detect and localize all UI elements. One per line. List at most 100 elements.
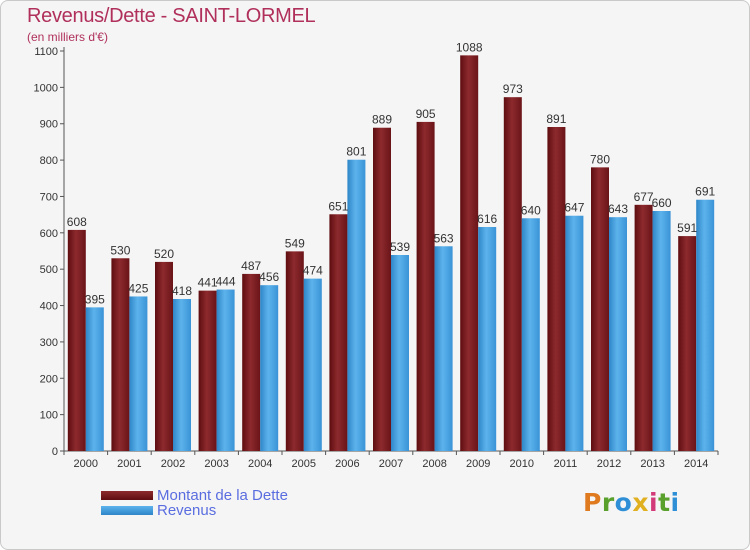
data-label-dette: 608 xyxy=(67,215,87,229)
data-label-dette: 1088 xyxy=(456,40,483,54)
legend-label-revenus: Revenus xyxy=(157,502,217,519)
data-label-dette: 441 xyxy=(198,276,218,290)
x-tick-label: 2008 xyxy=(422,458,446,470)
x-tick-label: 2009 xyxy=(466,458,490,470)
bar-revenus xyxy=(434,246,453,451)
x-tick-label: 2007 xyxy=(379,458,403,470)
bar-revenus xyxy=(260,285,279,451)
bar-revenus xyxy=(478,227,497,451)
y-tick-label: 600 xyxy=(40,228,58,240)
data-label-revenus: 647 xyxy=(564,201,584,215)
data-label-dette: 591 xyxy=(677,221,697,235)
bar-revenus xyxy=(391,255,409,451)
data-label-revenus: 425 xyxy=(128,281,148,295)
bar-dette xyxy=(503,97,522,451)
y-tick-label: 900 xyxy=(40,119,58,131)
data-label-revenus: 456 xyxy=(259,270,279,284)
y-tick-label: 300 xyxy=(40,337,58,349)
data-label-revenus: 801 xyxy=(346,145,366,159)
x-tick-label: 2000 xyxy=(74,458,98,470)
x-tick-label: 2012 xyxy=(597,458,621,470)
legend-label-dette: Montant de la Dette xyxy=(157,487,288,504)
bar-revenus xyxy=(696,199,715,451)
y-tick-label: 800 xyxy=(40,155,58,167)
legend-item-revenus: Revenus xyxy=(101,502,288,519)
logo-letter: i xyxy=(649,488,659,517)
bar-dette xyxy=(111,258,130,451)
bar-dette xyxy=(285,251,304,451)
bar-revenus xyxy=(565,215,584,451)
data-label-revenus: 640 xyxy=(521,203,541,217)
data-label-revenus: 395 xyxy=(85,292,105,306)
bar-revenus xyxy=(521,218,540,451)
proxiti-logo: Proxiti xyxy=(583,488,680,517)
bar-dette xyxy=(460,55,479,451)
x-tick-label: 2006 xyxy=(335,458,359,470)
data-label-revenus: 444 xyxy=(216,275,236,289)
bar-dette xyxy=(67,229,86,451)
data-label-revenus: 563 xyxy=(434,231,454,245)
data-label-dette: 889 xyxy=(372,113,392,127)
bar-dette xyxy=(678,236,697,451)
chart-title: Revenus/Dette - SAINT-LORMEL xyxy=(27,5,316,27)
logo-letter: i xyxy=(670,488,680,517)
logo-letter: r xyxy=(601,488,615,517)
data-label-revenus: 539 xyxy=(390,240,410,254)
data-label-dette: 549 xyxy=(285,236,305,250)
x-tick-label: 2001 xyxy=(117,458,141,470)
y-tick-label: 700 xyxy=(40,191,58,203)
y-tick-label: 500 xyxy=(40,264,58,276)
bar-dette xyxy=(547,127,566,451)
bar-dette xyxy=(198,290,217,451)
bar-revenus xyxy=(347,159,366,451)
data-label-dette: 973 xyxy=(503,82,523,96)
data-label-dette: 780 xyxy=(590,152,610,166)
bar-dette xyxy=(329,214,348,451)
data-label-revenus: 643 xyxy=(608,202,628,216)
bar-revenus xyxy=(609,217,627,451)
bar-dette xyxy=(634,204,653,451)
bar-revenus xyxy=(652,211,671,451)
bar-revenus xyxy=(216,289,235,451)
x-tick-label: 2013 xyxy=(640,458,664,470)
x-tick-label: 2002 xyxy=(161,458,185,470)
bar-revenus xyxy=(173,299,191,451)
bar-dette xyxy=(373,127,391,452)
chart-subtitle: (en milliers d'€) xyxy=(27,30,108,44)
y-tick-label: 100 xyxy=(40,410,58,422)
y-tick-label: 1000 xyxy=(34,82,58,94)
bar-dette xyxy=(155,261,173,451)
legend: Montant de la Dette Revenus xyxy=(101,487,288,519)
logo-letter: t xyxy=(658,488,671,517)
legend-swatch-revenus xyxy=(101,506,153,515)
data-label-dette: 520 xyxy=(154,247,174,261)
data-label-revenus: 616 xyxy=(477,212,497,226)
data-label-dette: 905 xyxy=(416,107,436,121)
bar-revenus xyxy=(85,307,104,451)
x-tick-label: 2011 xyxy=(554,458,578,470)
bar-dette xyxy=(591,167,609,451)
data-label-revenus: 474 xyxy=(303,264,323,278)
y-tick-label: 400 xyxy=(40,301,58,313)
x-tick-label: 2010 xyxy=(510,458,534,470)
logo-letter: o xyxy=(614,488,633,517)
data-label-dette: 891 xyxy=(546,112,566,126)
y-tick-label: 1100 xyxy=(34,46,58,58)
x-tick-label: 2003 xyxy=(204,458,228,470)
data-label-revenus: 691 xyxy=(695,185,715,199)
legend-item-dette: Montant de la Dette xyxy=(101,487,288,504)
logo-letter: P xyxy=(583,488,602,517)
y-tick-label: 200 xyxy=(40,373,58,385)
logo-letter: x xyxy=(632,488,649,517)
data-label-dette: 651 xyxy=(328,199,348,213)
x-tick-label: 2014 xyxy=(684,458,708,470)
y-tick-label: 0 xyxy=(52,446,58,458)
data-label-dette: 487 xyxy=(241,259,261,273)
bar-revenus xyxy=(303,278,322,451)
data-label-revenus: 418 xyxy=(172,284,192,298)
bar-revenus xyxy=(129,296,148,451)
data-label-dette: 530 xyxy=(110,243,130,257)
data-label-dette: 677 xyxy=(634,190,654,204)
